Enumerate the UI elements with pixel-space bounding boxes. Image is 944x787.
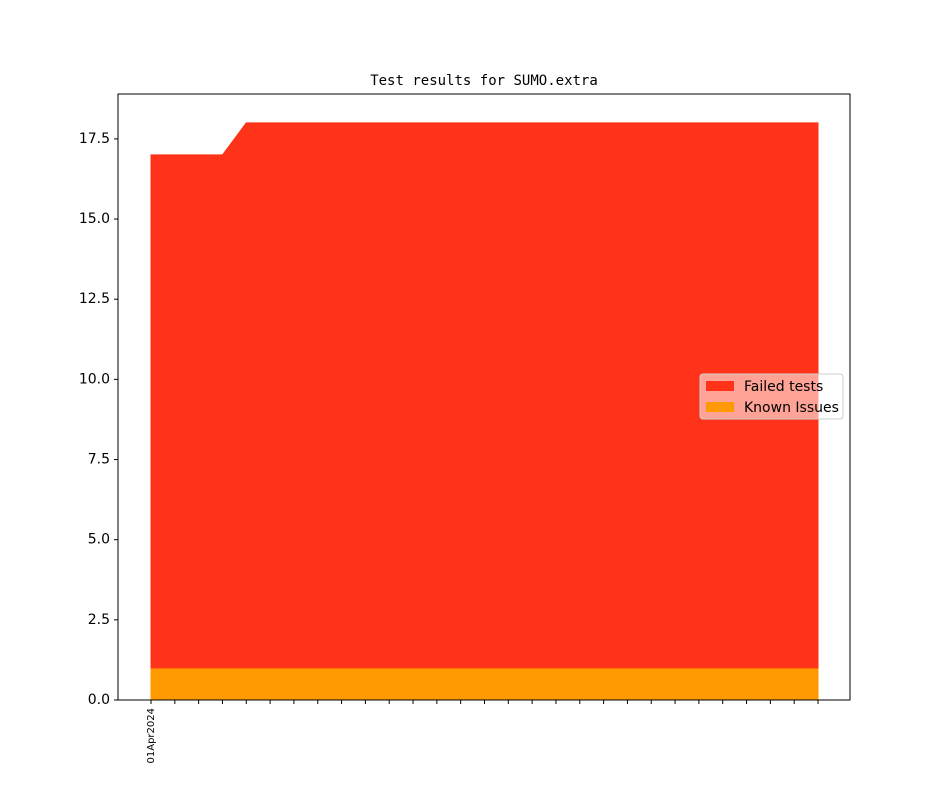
- y-tick-label: 0.0: [88, 692, 110, 708]
- area: [150, 122, 819, 669]
- x-tick-label: 01Apr2024: [146, 708, 157, 763]
- legend-label: Known Issues: [744, 400, 839, 416]
- y-tick-label: 17.5: [79, 131, 110, 147]
- y-tick-label: 7.5: [88, 452, 110, 468]
- legend: Failed tests Known Issues: [699, 373, 844, 420]
- y-tick-label: 2.5: [88, 612, 110, 628]
- chart-title: Test results for SUMO.extra: [370, 73, 598, 89]
- legend-box: [699, 373, 844, 420]
- legend-swatch: [706, 402, 734, 412]
- y-tick-label: 5.0: [88, 532, 110, 548]
- legend-label: Failed tests: [744, 379, 823, 395]
- legend-swatch: [706, 381, 734, 391]
- y-tick-label: 12.5: [79, 291, 110, 307]
- y-tick-label: 10.0: [79, 371, 110, 387]
- y-tick-label: 15.0: [79, 211, 110, 227]
- area: [150, 667, 819, 701]
